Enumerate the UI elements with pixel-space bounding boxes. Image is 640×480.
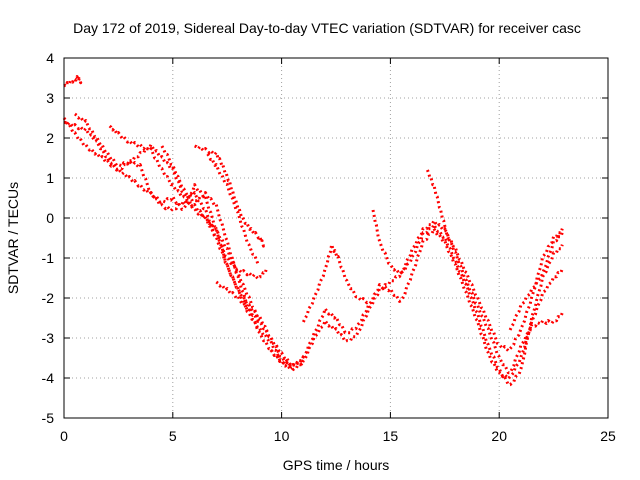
- y-tick-label: -2: [42, 290, 55, 306]
- axis-ticks: [63, 57, 609, 419]
- y-tick-label: -4: [42, 370, 55, 386]
- y-tick-label: -5: [42, 410, 55, 426]
- series-line-s5: [108, 124, 294, 372]
- series-line-s12: [302, 243, 370, 323]
- y-tick-label: 2: [46, 130, 54, 146]
- x-tick-label: 0: [60, 428, 68, 444]
- series-line-s14: [426, 169, 564, 375]
- series-line-s8: [206, 153, 261, 267]
- series-line-s9: [215, 280, 261, 323]
- chart-title: Day 172 of 2019, Sidereal Day-to-day VTE…: [73, 20, 581, 36]
- x-tick-label: 15: [383, 428, 399, 444]
- series-line-s13: [371, 209, 564, 353]
- y-axis-label: SDTVAR / TECUs: [5, 182, 21, 294]
- x-tick-label: 5: [169, 428, 177, 444]
- x-axis-label: GPS time / hours: [283, 457, 390, 473]
- series-line-s2: [62, 117, 268, 281]
- series-line-s3: [63, 120, 305, 368]
- grid-lines: [64, 58, 608, 418]
- data-series: [62, 75, 564, 387]
- series-line-s1: [63, 75, 83, 88]
- series-line-s6: [160, 145, 294, 369]
- x-tick-label: 10: [274, 428, 290, 444]
- series-line-s10: [269, 227, 564, 381]
- y-tick-label: -3: [42, 330, 55, 346]
- plot-frame: [63, 57, 609, 419]
- x-tick-label: 25: [600, 428, 616, 444]
- series-line-s11: [291, 223, 564, 387]
- series-line-s4: [74, 112, 305, 368]
- x-tick-labels: 0 5 10 15 20 25: [60, 428, 616, 444]
- series-line-s7: [194, 144, 266, 248]
- y-tick-label: 3: [46, 90, 54, 106]
- y-tick-label: -1: [42, 250, 55, 266]
- y-tick-labels: -5 -4 -3 -2 -1 0 1 2 3 4: [42, 50, 55, 426]
- series-line-s15: [508, 232, 564, 331]
- y-tick-label: 0: [46, 210, 54, 226]
- y-tick-label: 4: [46, 50, 54, 66]
- y-tick-label: 1: [46, 170, 54, 186]
- x-tick-label: 20: [491, 428, 507, 444]
